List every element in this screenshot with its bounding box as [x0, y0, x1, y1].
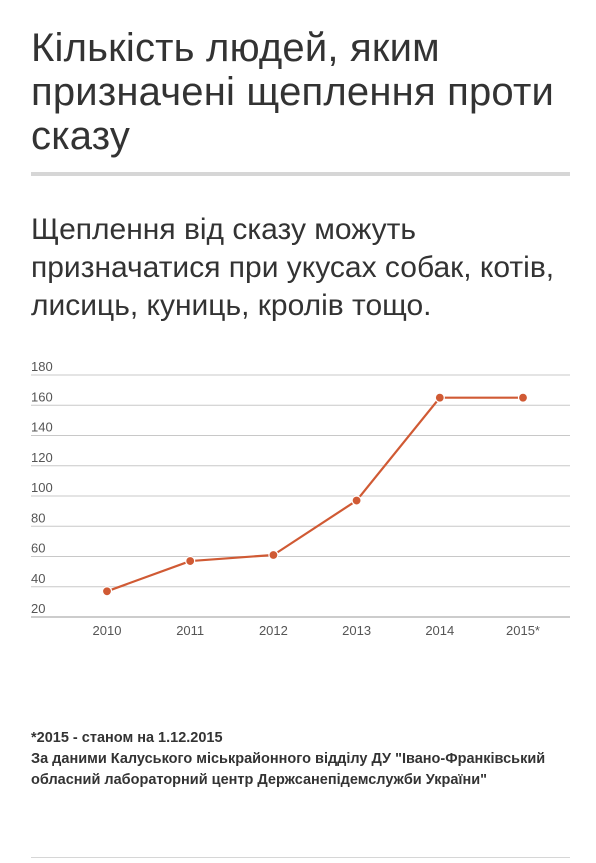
data-point[interactable]	[268, 549, 279, 561]
x-tick-label: 2015*	[506, 623, 540, 638]
y-tick-label: 120	[31, 450, 53, 465]
y-tick-label: 140	[31, 420, 53, 435]
y-tick-label: 60	[31, 541, 45, 556]
y-tick-label: 40	[31, 571, 45, 586]
series-line	[106, 396, 523, 593]
y-tick-label: 20	[31, 601, 45, 616]
chart-subtitle: Щеплення від сказу можуть призначатися п…	[31, 213, 555, 322]
y-tick-label: 80	[31, 510, 45, 525]
x-axis-labels: 2010 2011 2012 2013 2014 2015*	[93, 623, 540, 638]
footnote: *2015 - станом на 1.12.2015	[31, 730, 223, 746]
data-point[interactable]	[517, 392, 529, 403]
x-tick-label: 2014	[425, 623, 454, 638]
data-point[interactable]	[101, 586, 113, 597]
x-tick-label: 2011	[176, 623, 204, 638]
y-axis-labels: 180 160 140 120 100 80 60 40 20	[31, 359, 53, 616]
data-point[interactable]	[351, 495, 362, 506]
x-tick-label: 2010	[93, 623, 122, 638]
chart-notes: *2015 - станом на 1.12.2015 За даними Ка…	[31, 728, 571, 791]
data-point[interactable]	[185, 555, 196, 567]
line-chart: 180 160 140 120 100 80 60 40 20 2010 2011 2012 2013…	[31, 359, 570, 638]
y-tick-label: 160	[31, 389, 53, 404]
x-tick-label: 2012	[259, 623, 288, 638]
series-line-path	[106, 396, 523, 593]
title-divider	[31, 172, 570, 176]
grid-lines	[31, 374, 570, 618]
y-tick-label: 100	[31, 480, 53, 495]
source-note: За даними Калуського міськрайонного відд…	[31, 751, 546, 788]
x-tick-label: 2013	[342, 623, 371, 638]
y-tick-label: 180	[31, 359, 53, 374]
chart-title: Кількість людей, яким призначені щепленн…	[31, 26, 555, 158]
data-point[interactable]	[434, 392, 445, 403]
series-points	[101, 392, 529, 597]
bottom-divider	[31, 857, 570, 858]
